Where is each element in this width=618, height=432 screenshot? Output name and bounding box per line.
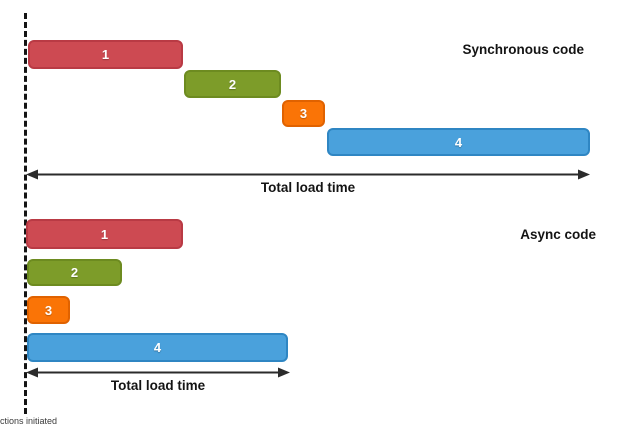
- async-task-3-number: 3: [44, 302, 53, 318]
- async-total-load-time-label: Total load time: [110, 378, 206, 393]
- async-section-label: Async code: [520, 227, 596, 242]
- async-task-bar-2: 2: [27, 259, 122, 286]
- async-task-bar-1: 1: [26, 219, 183, 249]
- sync-task-bar-2: 2: [184, 70, 281, 98]
- sync-total-load-arrow: [26, 169, 590, 180]
- sync-task-1-number: 1: [101, 47, 110, 62]
- sync-task-2-number: 2: [228, 76, 237, 92]
- actions-initiated-dashed-line: [24, 13, 27, 414]
- sync-task-bar-1: 1: [28, 40, 183, 69]
- async-total-load-arrow: [26, 367, 290, 378]
- actions-initiated-caption: ctions initiated: [0, 416, 58, 426]
- sync-task-bar-3: 3: [282, 100, 325, 127]
- sync-task-4-number: 4: [454, 134, 463, 150]
- sync-task-3-number: 3: [299, 106, 308, 121]
- async-task-bar-4: 4: [27, 333, 288, 362]
- sync-task-bar-4: 4: [327, 128, 590, 156]
- async-task-1-number: 1: [100, 226, 109, 242]
- sync-section-label: Synchronous code: [462, 42, 584, 57]
- sync-total-load-time-label: Total load time: [260, 180, 356, 195]
- async-task-2-number: 2: [70, 265, 79, 280]
- async-task-bar-3: 3: [27, 296, 70, 324]
- async-task-4-number: 4: [153, 340, 162, 355]
